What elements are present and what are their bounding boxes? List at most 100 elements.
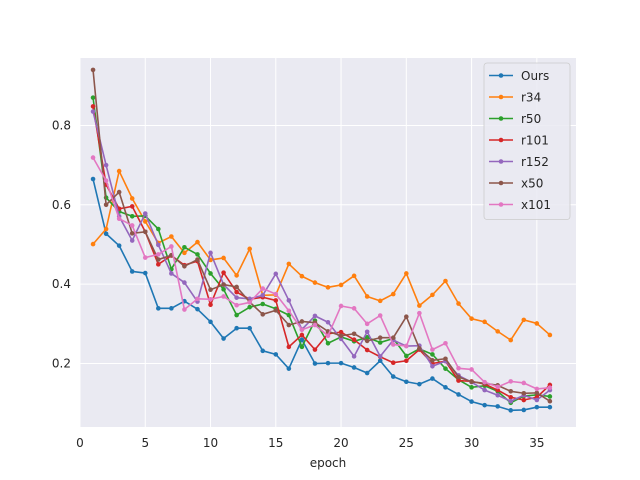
data-point — [534, 321, 540, 326]
data-point — [456, 301, 461, 306]
series-line — [92, 111, 551, 403]
data-point — [547, 332, 553, 338]
data-point — [129, 231, 135, 236]
data-point — [129, 238, 135, 243]
data-point — [508, 337, 514, 343]
data-point — [521, 407, 527, 413]
data-point — [169, 244, 174, 249]
data-point — [103, 162, 109, 168]
data-point — [404, 358, 409, 364]
data-point — [443, 366, 448, 371]
data-point — [156, 306, 161, 311]
data-point — [469, 316, 474, 321]
data-point — [456, 378, 461, 383]
data-point — [103, 231, 109, 237]
data-point — [443, 340, 448, 346]
data-point — [430, 376, 435, 381]
data-point — [286, 312, 292, 318]
data-point — [508, 379, 514, 384]
data-point — [351, 365, 357, 370]
x-tick-label: 25 — [399, 436, 414, 450]
x-tick-label: 0 — [76, 436, 84, 450]
data-point — [221, 282, 226, 287]
data-point — [351, 273, 357, 279]
data-point — [286, 366, 292, 371]
legend-label: x101 — [521, 198, 551, 212]
y-tick-label: 0.4 — [52, 277, 71, 291]
data-point — [469, 379, 474, 385]
data-point — [299, 332, 305, 338]
data-point — [129, 204, 135, 209]
data-point — [325, 360, 331, 366]
data-point — [377, 354, 383, 359]
data-point — [482, 319, 487, 325]
legend-box — [483, 62, 571, 220]
legend-marker — [498, 180, 504, 186]
data-point — [364, 329, 370, 335]
data-point — [142, 219, 148, 224]
legend-label: r34 — [521, 91, 541, 105]
data-point — [182, 264, 187, 269]
data-point — [234, 284, 239, 290]
data-point — [195, 257, 200, 262]
series-r34 — [90, 168, 553, 343]
data-point — [234, 295, 239, 300]
data-point — [299, 344, 305, 350]
data-point — [338, 336, 344, 342]
legend-label: r152 — [521, 155, 549, 169]
y-tick-label: 0.8 — [52, 118, 71, 132]
data-point — [169, 234, 174, 239]
data-point — [260, 348, 266, 354]
series-layer — [90, 67, 553, 413]
legend-item: r101 — [489, 134, 549, 148]
x-tick-label: 35 — [529, 436, 544, 450]
data-point — [456, 374, 461, 380]
data-point — [430, 358, 435, 363]
data-point — [286, 308, 292, 314]
data-point — [299, 319, 305, 324]
data-point — [116, 168, 122, 174]
data-point — [534, 386, 540, 392]
data-point — [169, 306, 174, 311]
data-point — [129, 196, 135, 201]
data-point — [208, 287, 213, 293]
data-point — [90, 104, 96, 109]
data-point — [443, 278, 448, 284]
data-point — [338, 303, 344, 309]
data-point — [521, 317, 527, 323]
data-point — [195, 252, 200, 257]
legend-item: r34 — [489, 91, 541, 105]
data-point — [521, 380, 527, 386]
data-point — [508, 388, 514, 394]
data-point — [260, 301, 266, 307]
data-point — [377, 313, 383, 318]
data-point — [338, 333, 344, 339]
data-point — [273, 271, 279, 277]
data-point — [404, 343, 409, 349]
data-point — [208, 250, 213, 256]
data-point — [247, 300, 252, 305]
data-point — [351, 331, 357, 337]
data-point — [221, 294, 226, 299]
data-point — [234, 325, 239, 331]
data-point — [312, 313, 318, 319]
data-point — [364, 335, 370, 340]
data-point — [142, 255, 148, 260]
data-point — [456, 365, 461, 371]
data-point — [325, 285, 331, 290]
data-point — [195, 296, 200, 302]
data-point — [299, 327, 305, 333]
data-point — [221, 270, 226, 275]
data-point — [195, 306, 200, 312]
data-point — [469, 385, 474, 390]
data-point — [116, 243, 122, 248]
series-Ours — [90, 176, 553, 413]
data-point — [286, 344, 292, 350]
legend-item: r152 — [489, 155, 549, 169]
data-point — [273, 298, 279, 303]
data-point — [273, 291, 279, 297]
data-point — [495, 329, 500, 334]
data-point — [182, 244, 187, 250]
data-point — [103, 178, 109, 183]
